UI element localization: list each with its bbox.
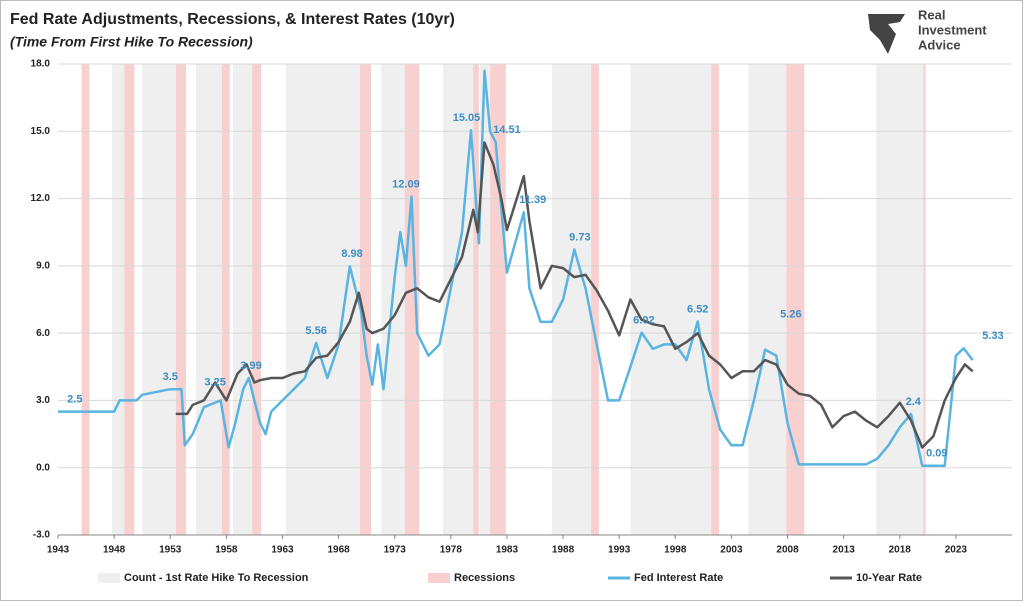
annotation: 11.39 xyxy=(519,194,546,206)
annotation: 5.56 xyxy=(305,325,326,337)
x-tick-label: 2003 xyxy=(720,545,743,556)
annotation: 12.09 xyxy=(392,178,420,190)
y-tick-label: 15.0 xyxy=(31,126,51,137)
band xyxy=(252,64,262,535)
band xyxy=(551,64,592,535)
annotation: 3.25 xyxy=(204,377,225,389)
legend-swatch xyxy=(428,573,450,583)
y-tick-label: -3.0 xyxy=(33,530,51,541)
band xyxy=(111,64,125,535)
x-tick-label: 1978 xyxy=(440,545,463,556)
x-tick-label: 1968 xyxy=(327,545,350,556)
series-line xyxy=(175,141,974,449)
x-tick-label: 1973 xyxy=(384,545,407,556)
x-tick-label: 2008 xyxy=(776,545,799,556)
annotation: 3.99 xyxy=(240,360,261,372)
y-tick-label: 0.0 xyxy=(36,462,50,473)
x-tick-label: 1943 xyxy=(47,545,70,556)
series-line xyxy=(58,69,974,467)
annotation: 15.05 xyxy=(453,112,481,124)
annotation: 0.09 xyxy=(926,448,947,460)
band xyxy=(233,64,253,535)
x-tick-label: 1993 xyxy=(608,545,631,556)
annotation: 14.51 xyxy=(493,124,521,136)
chart-subtitle: (Time From First Hike To Recession) xyxy=(10,34,253,50)
band xyxy=(473,64,479,535)
band xyxy=(876,64,924,535)
legend-label: 10-Year Rate xyxy=(856,572,922,584)
y-tick-label: 18.0 xyxy=(31,59,51,70)
band xyxy=(748,64,787,535)
annotation: 5.33 xyxy=(982,330,1003,342)
logo: Real Investment Advice xyxy=(868,7,987,54)
band xyxy=(359,64,372,535)
brand-line: Investment xyxy=(918,22,987,37)
y-tick-label: 12.0 xyxy=(31,193,51,204)
brand-line: Advice xyxy=(918,37,961,52)
band xyxy=(630,64,712,535)
y-tick-label: 9.0 xyxy=(36,260,50,271)
x-tick-label: 1953 xyxy=(159,545,182,556)
annotation: 9.73 xyxy=(569,231,590,243)
band xyxy=(175,64,186,535)
y-tick-label: 6.0 xyxy=(36,328,50,339)
band xyxy=(404,64,420,535)
brand-line: Real xyxy=(918,7,945,22)
band xyxy=(786,64,805,535)
band xyxy=(81,64,90,535)
band xyxy=(711,64,720,535)
band xyxy=(124,64,135,535)
x-tick-label: 1988 xyxy=(552,545,575,556)
legend-swatch xyxy=(98,573,120,583)
x-tick-label: 1983 xyxy=(496,545,519,556)
band xyxy=(196,64,222,535)
annotation: 2.5 xyxy=(67,394,82,406)
legend-label: Recessions xyxy=(454,572,515,584)
x-tick-label: 1958 xyxy=(215,545,238,556)
x-tick-label: 1998 xyxy=(664,545,687,556)
legend-label: Fed Interest Rate xyxy=(634,572,723,584)
band xyxy=(591,64,599,535)
x-tick-label: 2018 xyxy=(889,545,912,556)
annotation: 6.02 xyxy=(633,315,654,327)
x-tick-label: 1963 xyxy=(271,545,294,556)
annotation: 8.98 xyxy=(341,248,362,260)
band xyxy=(285,64,360,535)
legend-label: Count - 1st Rate Hike To Recession xyxy=(124,572,309,584)
band xyxy=(142,64,176,535)
band xyxy=(923,64,926,535)
logo-icon xyxy=(868,14,905,54)
band xyxy=(490,64,506,535)
x-tick-label: 2023 xyxy=(945,545,968,556)
band xyxy=(480,64,491,535)
x-tick-label: 1948 xyxy=(103,545,126,556)
y-tick-label: 3.0 xyxy=(36,395,50,406)
annotation: 6.52 xyxy=(687,303,708,315)
annotation: 5.26 xyxy=(780,308,801,320)
band xyxy=(221,64,230,535)
annotation: 3.5 xyxy=(163,371,178,383)
annotation: 2.4 xyxy=(906,396,922,408)
x-tick-label: 2013 xyxy=(833,545,856,556)
chart-title: Fed Rate Adjustments, Recessions, & Inte… xyxy=(10,11,455,28)
